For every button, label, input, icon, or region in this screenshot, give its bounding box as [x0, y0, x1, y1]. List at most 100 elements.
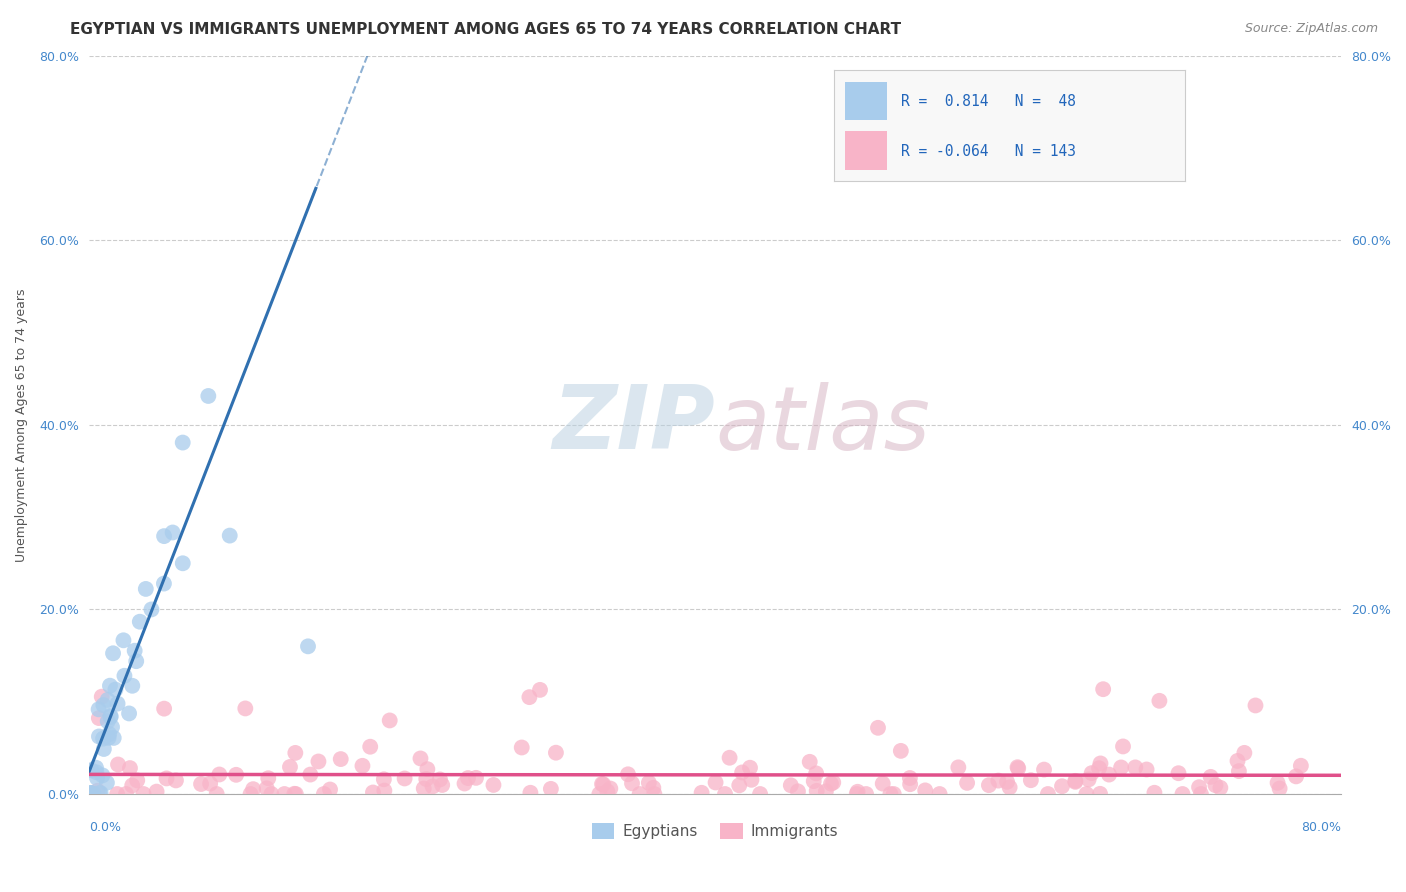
Point — [233, 701, 256, 715]
Point — [714, 787, 737, 801]
Point — [98, 727, 121, 741]
Point — [257, 771, 280, 785]
Point — [101, 646, 124, 660]
Point — [208, 767, 231, 781]
Point — [125, 654, 148, 668]
Point — [91, 768, 114, 782]
Point — [115, 787, 138, 801]
Point — [1167, 766, 1189, 780]
Point — [948, 760, 970, 774]
Point — [90, 690, 112, 704]
Point — [284, 746, 307, 760]
Point — [273, 787, 295, 801]
Text: 80.0%: 80.0% — [1302, 821, 1341, 834]
Point — [429, 772, 451, 787]
Point — [465, 771, 488, 785]
Point — [823, 775, 845, 789]
Point — [82, 786, 104, 800]
Point — [1143, 786, 1166, 800]
Point — [592, 777, 614, 791]
Point — [121, 779, 143, 793]
Point — [803, 774, 825, 789]
Point — [779, 778, 801, 792]
Point — [378, 714, 401, 728]
Point — [172, 435, 194, 450]
Point — [1244, 698, 1267, 713]
Point — [104, 682, 127, 697]
Point — [1076, 787, 1098, 801]
Point — [352, 759, 374, 773]
Point — [977, 778, 1000, 792]
Point — [599, 781, 621, 796]
Point — [87, 702, 110, 716]
Point — [101, 720, 124, 734]
Point — [1233, 746, 1256, 760]
Point — [127, 773, 149, 788]
Point — [100, 709, 122, 723]
Point — [284, 787, 307, 801]
Point — [112, 633, 135, 648]
Point — [218, 528, 240, 542]
Point — [718, 750, 741, 764]
Point — [278, 760, 301, 774]
Point — [1033, 763, 1056, 777]
Point — [998, 780, 1021, 795]
Point — [596, 784, 619, 798]
Point — [415, 772, 437, 786]
Point — [1112, 739, 1135, 754]
Point — [588, 787, 610, 801]
Text: ZIP: ZIP — [553, 382, 716, 468]
Point — [84, 761, 107, 775]
Point — [820, 777, 842, 791]
Point — [643, 787, 665, 801]
Point — [198, 776, 221, 790]
Point — [540, 781, 562, 796]
Point — [1135, 763, 1157, 777]
Point — [103, 731, 125, 745]
Point — [359, 739, 381, 754]
Point — [416, 762, 439, 776]
Point — [1189, 787, 1212, 801]
Point — [409, 751, 432, 765]
Point — [153, 529, 176, 543]
Point — [100, 710, 122, 724]
Point — [79, 786, 101, 800]
Point — [90, 786, 112, 800]
Point — [1171, 787, 1194, 801]
Point — [132, 787, 155, 801]
Point — [118, 706, 141, 721]
Point — [898, 771, 921, 785]
Point — [211, 30, 233, 45]
Point — [1080, 766, 1102, 780]
Point — [1088, 761, 1111, 775]
Point — [80, 786, 103, 800]
Point — [153, 701, 176, 715]
Point — [690, 786, 713, 800]
Point — [617, 767, 640, 781]
Point — [394, 772, 416, 786]
Point — [297, 640, 319, 654]
Point — [846, 785, 869, 799]
Point — [281, 30, 304, 45]
Point — [107, 697, 129, 711]
Point — [153, 576, 176, 591]
Point — [804, 766, 827, 780]
Point — [845, 787, 868, 801]
Point — [1285, 769, 1308, 783]
Point — [519, 786, 541, 800]
Point — [124, 644, 146, 658]
Point — [1188, 780, 1211, 795]
Point — [260, 787, 283, 801]
Point — [96, 776, 118, 790]
Point — [197, 389, 219, 403]
Point — [239, 787, 262, 801]
Point — [1123, 760, 1146, 774]
Point — [1007, 760, 1029, 774]
Point — [529, 682, 551, 697]
Y-axis label: Unemployment Among Ages 65 to 74 years: Unemployment Among Ages 65 to 74 years — [15, 288, 28, 562]
Point — [738, 761, 761, 775]
Point — [93, 742, 115, 756]
Text: 0.0%: 0.0% — [89, 821, 121, 834]
Point — [898, 777, 921, 791]
Point — [97, 693, 120, 707]
